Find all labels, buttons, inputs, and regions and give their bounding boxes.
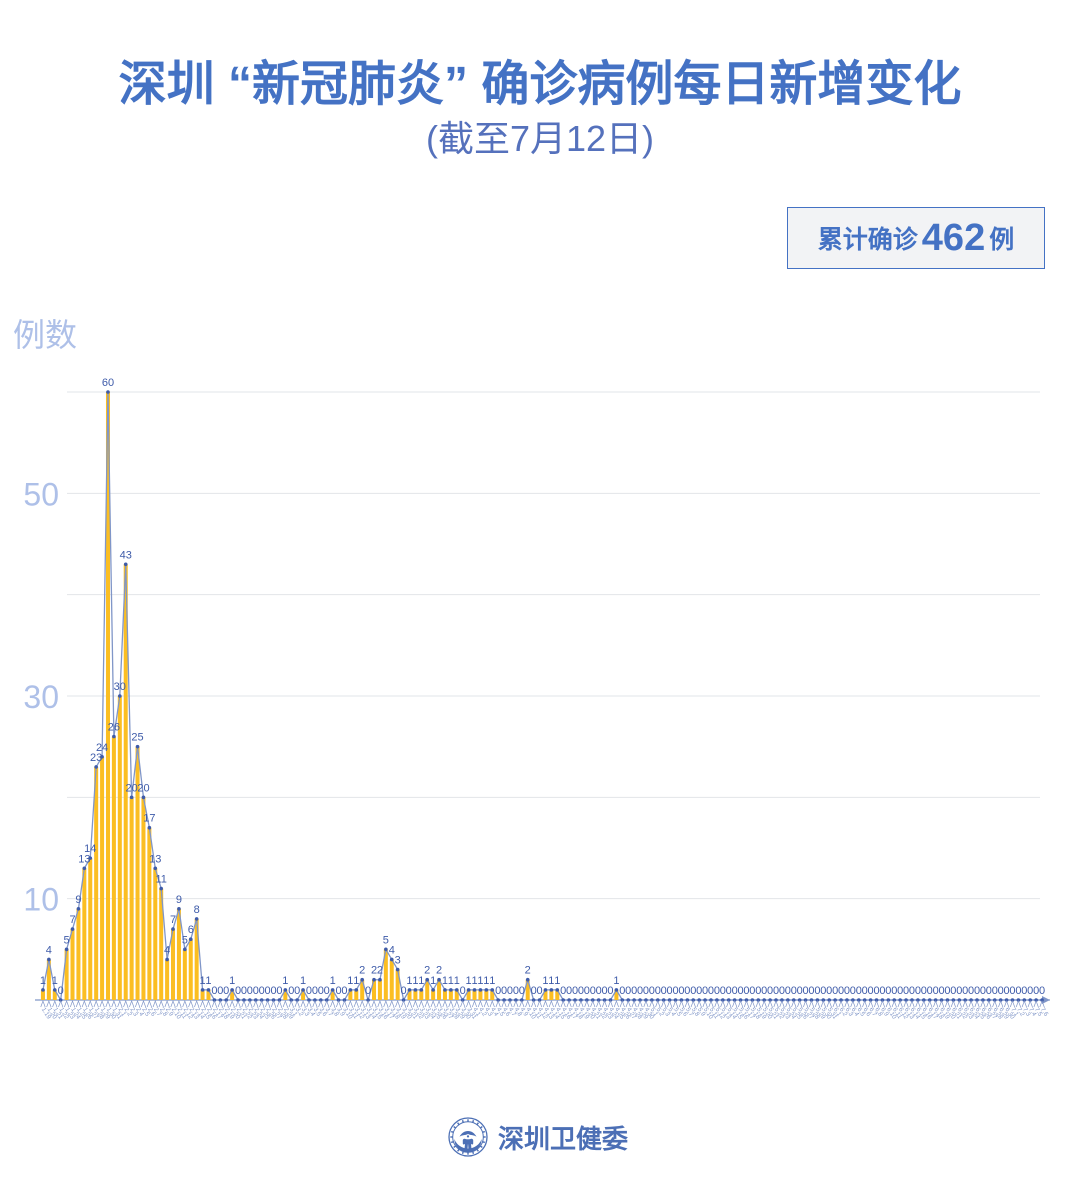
svg-text:2: 2: [377, 965, 383, 977]
svg-text:14: 14: [84, 843, 96, 855]
svg-text:0: 0: [365, 985, 371, 997]
svg-text:7: 7: [170, 914, 176, 926]
svg-text:26: 26: [108, 722, 120, 734]
svg-text:9: 9: [176, 894, 182, 906]
svg-text:1: 1: [40, 975, 46, 987]
svg-text:30: 30: [114, 681, 126, 693]
svg-text:5: 5: [64, 934, 70, 946]
svg-text:0: 0: [58, 985, 64, 997]
svg-text:17: 17: [143, 813, 155, 825]
svg-text:9: 9: [75, 894, 81, 906]
svg-text:25: 25: [131, 732, 143, 744]
svg-text:20: 20: [137, 782, 149, 794]
svg-text:0: 0: [519, 985, 525, 997]
svg-text:6: 6: [188, 924, 194, 936]
svg-text:7.6: 7.6: [1039, 1006, 1050, 1018]
svg-text:50: 50: [23, 476, 59, 512]
svg-text:20: 20: [126, 782, 138, 794]
svg-text:4: 4: [46, 944, 52, 956]
svg-text:60: 60: [102, 377, 114, 389]
svg-text:2: 2: [525, 965, 531, 977]
svg-text:13: 13: [149, 853, 161, 865]
svg-text:8: 8: [194, 904, 200, 916]
svg-text:0: 0: [1039, 985, 1045, 997]
svg-text:4: 4: [164, 944, 170, 956]
svg-text:3: 3: [395, 955, 401, 967]
svg-text:10: 10: [23, 882, 59, 918]
svg-text:11: 11: [155, 874, 166, 886]
svg-text:43: 43: [120, 549, 132, 561]
svg-text:24: 24: [96, 742, 108, 754]
svg-text:2: 2: [359, 965, 365, 977]
svg-text:30: 30: [23, 679, 59, 715]
svg-text:7: 7: [69, 914, 75, 926]
